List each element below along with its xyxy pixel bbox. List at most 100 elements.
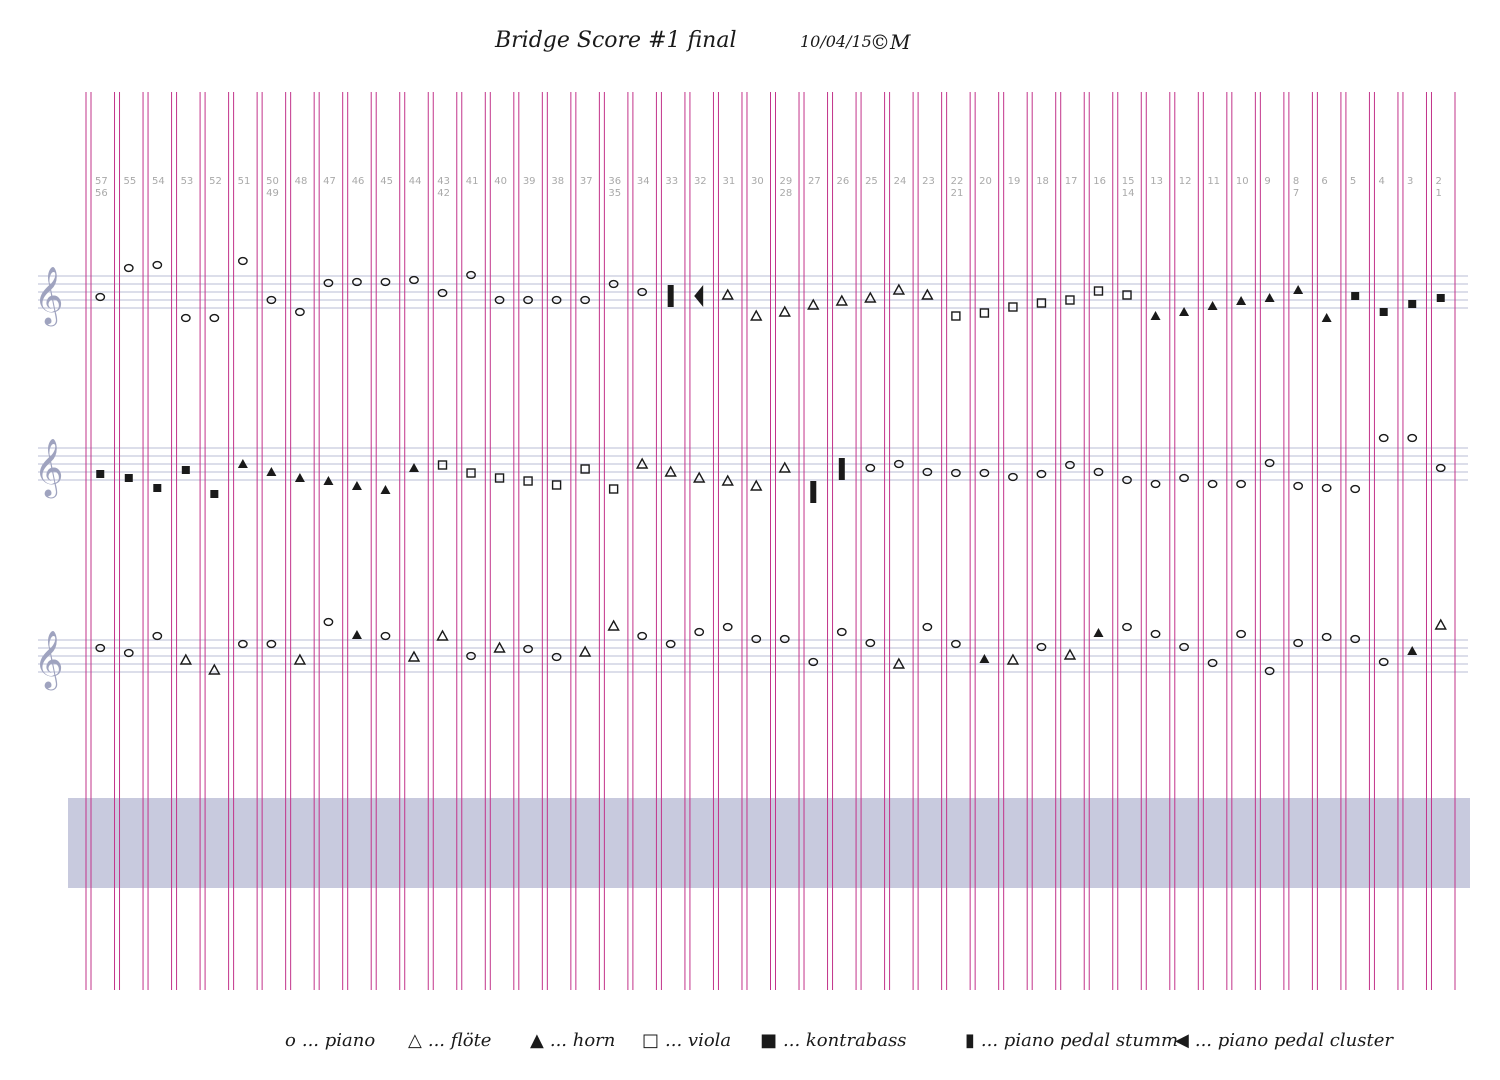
measure-number: 39 [523, 176, 536, 187]
floete-symbol-icon: △ [408, 1030, 422, 1051]
measure-number: 30 [751, 176, 764, 187]
horn-note-icon [1293, 285, 1304, 294]
piano-note-icon [1264, 458, 1275, 468]
piano-symbol-icon: o [285, 1030, 296, 1051]
measure-number: 10 [1236, 176, 1249, 187]
pedal-stumm-icon [810, 481, 817, 503]
piano-note-icon [323, 278, 334, 288]
piano-note-icon [1065, 460, 1075, 470]
piano-note-icon [523, 295, 533, 305]
piano-note-icon [1378, 433, 1389, 443]
measure-number: 2 [1435, 176, 1441, 187]
measure-number: 6 [1321, 176, 1327, 187]
kontrabass-symbol-icon: ■ [760, 1030, 778, 1051]
piano-note-icon [665, 639, 676, 649]
piano-note-icon [352, 277, 362, 287]
piano-note-icon [637, 287, 648, 297]
piano-note-icon [893, 459, 904, 469]
piano-note-icon [95, 643, 106, 653]
measure-number: 11 [1207, 176, 1220, 187]
measure-number: 29 [780, 176, 793, 187]
measure-number: 46 [352, 176, 365, 187]
piano-note-icon [1407, 433, 1418, 443]
piano-note-icon [608, 279, 619, 289]
horn-note-icon [1321, 313, 1332, 322]
measure-number: 23 [922, 176, 935, 187]
measure-number: 5 [1350, 176, 1356, 187]
measure-number: 14 [1122, 188, 1135, 199]
legend-floete: △... flöte [408, 1030, 491, 1051]
piano-note-icon [266, 295, 277, 305]
horn-note-icon [1179, 307, 1190, 316]
kontrabass-note-icon [1408, 300, 1417, 308]
measure-number: 17 [1065, 176, 1078, 187]
legend-label: ... kontrabass [783, 1030, 907, 1051]
floete-note-icon [750, 479, 763, 491]
floete-note-icon [493, 641, 506, 653]
piano-note-icon [865, 463, 876, 473]
measure-number: 9 [1264, 176, 1270, 187]
horn-note-icon [1407, 646, 1418, 655]
piano-note-icon [1093, 467, 1104, 477]
piano-note-icon [380, 631, 391, 641]
piano-note-icon [1122, 475, 1132, 485]
piano-note-icon [295, 307, 305, 317]
floete-note-icon [778, 461, 791, 473]
piano-note-icon [694, 627, 705, 637]
measure-number: 44 [409, 176, 422, 187]
measure-number: 20 [979, 176, 992, 187]
viola-note-icon [608, 484, 619, 494]
piano-note-icon [1179, 473, 1189, 483]
piano-note-icon [1236, 629, 1246, 639]
floete-note-icon [721, 288, 734, 300]
measure-number: 13 [1150, 176, 1163, 187]
horn-note-icon [266, 467, 277, 476]
measure-number: 34 [637, 176, 650, 187]
horn-note-icon [351, 630, 362, 639]
viola-symbol-icon: □ [642, 1030, 660, 1051]
piano-note-icon [95, 292, 106, 302]
measure-number: 28 [780, 188, 793, 199]
horn-note-icon [237, 459, 248, 468]
measure-number: 56 [95, 188, 108, 199]
measure-number: 16 [1093, 176, 1106, 187]
floete-note-icon [635, 457, 649, 469]
viola-note-icon [1065, 295, 1075, 305]
grey-band [68, 798, 1470, 888]
piano-note-icon [1293, 638, 1304, 648]
piano-note-icon [209, 313, 220, 323]
viola-note-icon [494, 473, 505, 483]
floete-note-icon [208, 663, 221, 675]
piano-note-icon [808, 657, 819, 667]
piano-note-icon [123, 263, 134, 273]
floete-note-icon [750, 309, 763, 321]
piano-note-icon [323, 617, 334, 627]
piano-note-icon [409, 275, 419, 285]
piano-note-icon [1207, 658, 1218, 668]
piano-note-icon [1350, 484, 1361, 494]
viola-note-icon [1093, 286, 1104, 296]
legend-label: ... piano pedal stumm [980, 1030, 1179, 1051]
legend-label: ... piano pedal cluster [1194, 1030, 1393, 1051]
horn-note-icon [1207, 301, 1218, 310]
measure-number: 36 [608, 176, 621, 187]
piano-note-icon [466, 651, 476, 661]
horn-symbol-icon: ▲ [530, 1030, 544, 1051]
piano-note-icon [865, 638, 876, 648]
measure-number: 1 [1435, 188, 1441, 199]
legend-label: ... viola [665, 1030, 732, 1051]
measure-number: 47 [323, 176, 336, 187]
viola-note-icon [466, 468, 476, 478]
piano-note-icon [1122, 622, 1132, 632]
piano-note-icon [979, 468, 990, 478]
piano-note-icon [466, 270, 476, 280]
measure-number: 26 [837, 176, 850, 187]
horn-note-icon [408, 463, 419, 472]
viola-note-icon [1008, 302, 1018, 312]
piano-note-icon [237, 639, 248, 649]
piano-note-icon [1378, 657, 1389, 667]
piano-note-icon [1150, 479, 1161, 489]
floete-note-icon [864, 291, 877, 303]
piano-note-icon [1435, 463, 1446, 473]
